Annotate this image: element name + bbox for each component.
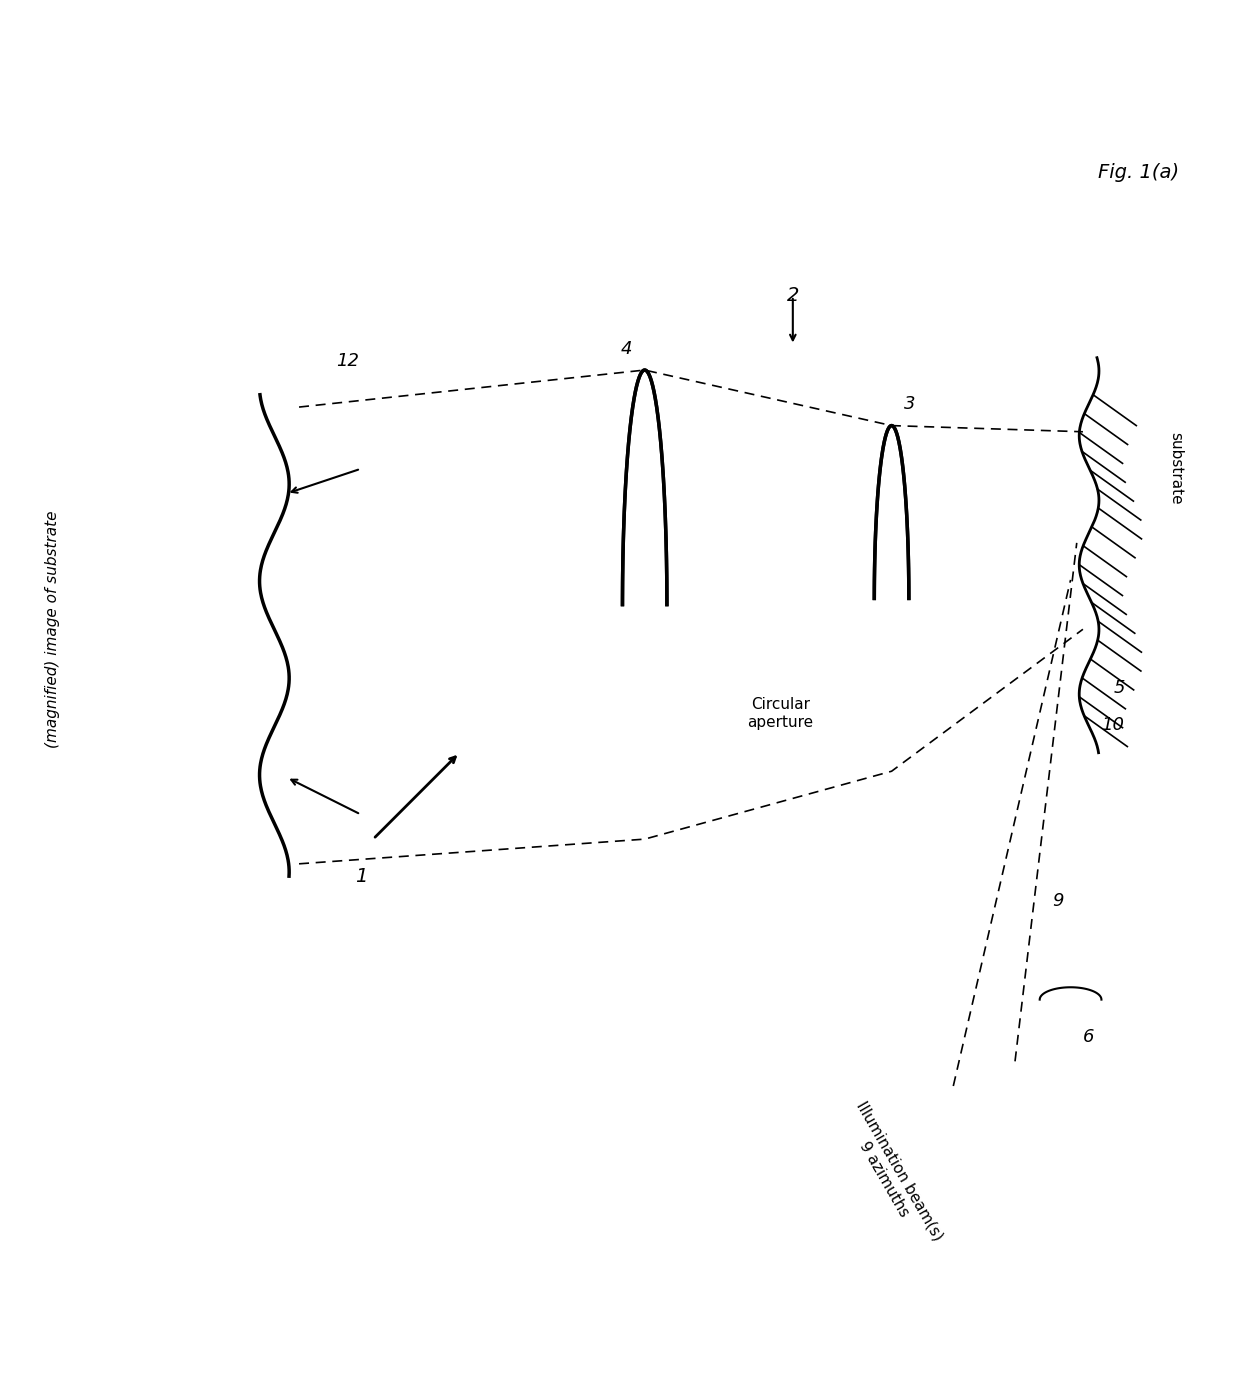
- Text: Illumination beam(s)
9 azimuths: Illumination beam(s) 9 azimuths: [838, 1099, 945, 1252]
- Text: 9: 9: [1052, 891, 1064, 909]
- Text: 4: 4: [621, 340, 632, 358]
- Text: 5: 5: [1114, 679, 1125, 697]
- Text: 3: 3: [904, 395, 915, 413]
- Text: substrate: substrate: [1168, 433, 1183, 504]
- Text: Circular
aperture: Circular aperture: [748, 697, 813, 730]
- Text: 1: 1: [355, 867, 367, 886]
- Text: Fig. 1(a): Fig. 1(a): [1097, 163, 1179, 182]
- Text: 12: 12: [336, 352, 360, 370]
- Text: 10: 10: [1101, 716, 1125, 734]
- Text: 2: 2: [786, 286, 799, 305]
- Text: (magnified) image of substrate: (magnified) image of substrate: [45, 510, 60, 748]
- Text: 6: 6: [1083, 1028, 1095, 1046]
